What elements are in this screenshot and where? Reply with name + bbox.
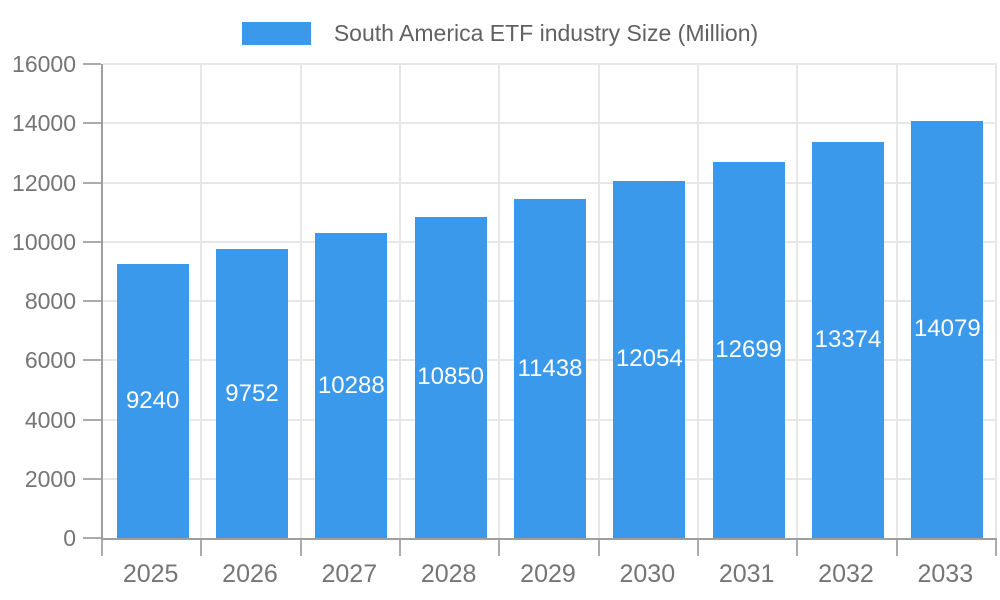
bar-value-label: 12054 [615, 345, 683, 373]
x-axis-tick-label: 2025 [122, 560, 179, 588]
bar-value-label: 9752 [225, 379, 279, 407]
bar-value-label: 9240 [125, 387, 180, 415]
bar-2027[interactable]: 10288 [315, 233, 388, 538]
legend-swatch [241, 21, 311, 45]
chart-legend[interactable]: South America ETF industry Size (Million… [0, 17, 1000, 49]
bar-value-label: 10850 [417, 363, 485, 391]
x-axis-tick-label: 2030 [619, 560, 676, 588]
x-axis-tick-label: 2032 [818, 560, 874, 588]
gridline-vertical [796, 64, 799, 538]
x-axis-tick [796, 540, 799, 556]
bar-2030[interactable]: 12054 [613, 180, 686, 538]
bar-2026[interactable]: 9752 [216, 249, 288, 538]
gridline-vertical [399, 64, 401, 538]
gridline-horizontal [103, 63, 997, 65]
x-axis-tick [697, 540, 699, 556]
y-axis-tick-label: 8000 [24, 288, 76, 314]
bar-value-label: 14079 [913, 315, 981, 343]
x-axis-tick-label: 2029 [520, 560, 576, 588]
x-axis-tick [200, 540, 203, 556]
bar-value-label: 11438 [517, 354, 583, 382]
gridline-vertical [200, 64, 203, 538]
y-axis-tick-label: 4000 [24, 406, 76, 433]
y-axis-tick-label: 0 [63, 525, 76, 551]
y-axis-tick [83, 122, 101, 125]
y-axis-tick-label: 6000 [24, 347, 76, 374]
bar-2033[interactable]: 14079 [911, 120, 984, 538]
gridline-horizontal [103, 181, 997, 184]
x-axis-tick-label: 2026 [222, 560, 278, 588]
bar-2029[interactable]: 11438 [514, 199, 586, 538]
y-axis-tick [83, 477, 101, 480]
gridline-vertical [697, 64, 699, 538]
legend-label: South America ETF industry Size (Million… [333, 19, 759, 46]
bar-value-label: 12699 [715, 335, 783, 363]
x-axis-tick [399, 540, 401, 556]
x-axis-tick-label: 2031 [718, 560, 775, 588]
x-axis-tick [101, 540, 103, 556]
y-axis-tick [83, 63, 101, 65]
x-axis-tick-label: 2027 [321, 560, 378, 588]
y-axis-tick-label: 12000 [12, 169, 76, 196]
bar-2028[interactable]: 10850 [414, 216, 487, 538]
y-axis-tick-label: 16000 [12, 51, 76, 77]
gridline-horizontal [103, 122, 997, 125]
x-axis-tick-label: 2033 [917, 560, 974, 588]
y-axis-tick-label: 2000 [24, 465, 76, 492]
bar-2031[interactable]: 12699 [712, 161, 785, 538]
x-axis-tick [995, 540, 997, 556]
x-axis-tick-label: 2028 [420, 560, 477, 588]
x-axis-tick [895, 540, 898, 556]
gridline-vertical [498, 64, 501, 538]
x-axis-tick [597, 540, 600, 556]
x-axis-labels: 2025 2026 2027 2028 2029 2030 2031 2032 2033 [101, 552, 995, 596]
y-axis-tick [83, 300, 101, 302]
bar-2032[interactable]: 13374 [812, 141, 884, 538]
y-axis-tick [83, 359, 101, 362]
x-axis-tick [299, 540, 302, 556]
bar-value-label: 13374 [814, 325, 882, 353]
y-axis-labels: 0 2000 4000 6000 8000 10000 12000 14000 16000 [0, 51, 84, 551]
gridline-vertical [995, 64, 997, 538]
y-axis-tick-label: 14000 [12, 110, 76, 137]
gridline-vertical [299, 64, 302, 538]
bar-value-label: 10288 [317, 371, 385, 399]
bar-2025[interactable]: 9240 [116, 264, 189, 538]
gridline-vertical [597, 64, 600, 538]
y-axis-tick [83, 240, 101, 243]
gridline-vertical [895, 64, 898, 538]
y-axis-tick [83, 418, 101, 421]
y-axis-tick [83, 537, 101, 539]
y-axis-tick-label: 10000 [12, 228, 76, 255]
y-axis-tick [83, 181, 101, 184]
x-axis-tick [498, 540, 501, 556]
plot-area: 9240 9752 10288 10850 11438 12054 12699 13374 14… [83, 63, 997, 556]
